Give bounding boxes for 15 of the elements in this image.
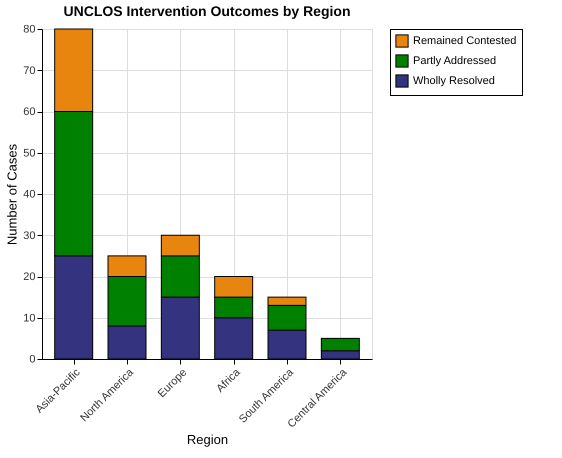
y-tick-label: 50 [23, 147, 36, 160]
y-tick-label: 60 [23, 106, 36, 118]
x-axis-title: Region [186, 432, 228, 448]
legend-label: Partly Addressed [413, 55, 496, 67]
y-tick-label: 20 [23, 271, 36, 283]
y-tick-label: 10 [23, 312, 36, 324]
y-tick-label: 30 [23, 230, 36, 242]
y-tick-label: 0 [29, 354, 36, 366]
chart-title: UNCLOS Intervention Outcomes by Region [63, 3, 351, 19]
y-tick-label: 70 [23, 64, 36, 77]
y-tick-label: 80 [23, 24, 36, 36]
legend-label: Remained Contested [413, 35, 516, 47]
y-tick-label: 40 [23, 188, 36, 200]
legend-label: Wholly Resolved [413, 75, 495, 87]
y-axis-title: Number of Cases [4, 143, 20, 246]
